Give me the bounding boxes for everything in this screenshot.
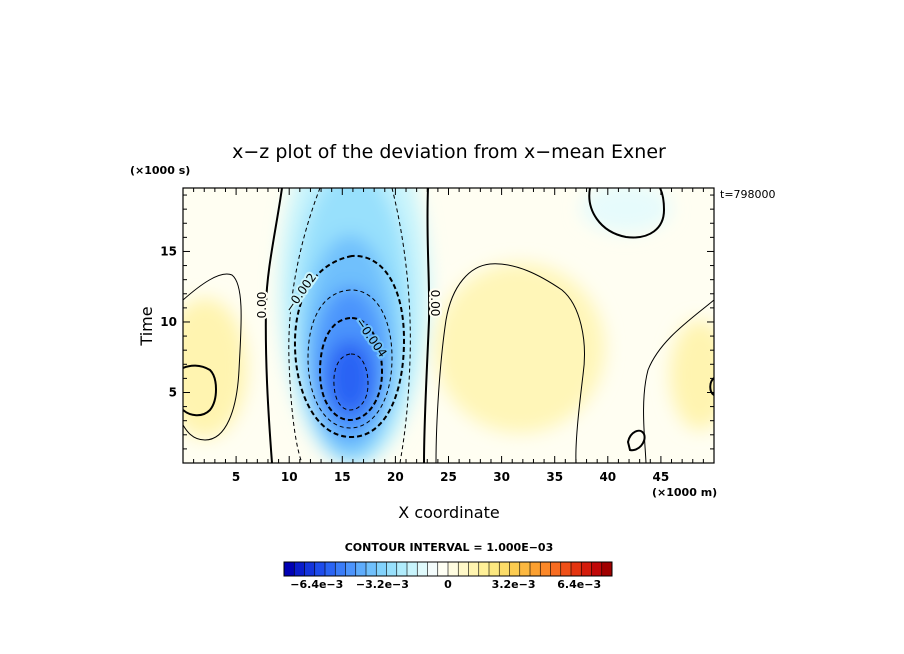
contour-label-zero-right: 0.00	[428, 290, 442, 317]
colorbar-swatch	[448, 562, 459, 576]
colorbar-tick-label: 6.4e−3	[557, 578, 601, 591]
plot-area: 0.00 −0.002 −0.004 0.00	[183, 188, 714, 463]
pos-region-far-right	[670, 320, 714, 430]
contour-neg5	[333, 353, 369, 411]
y-axis-label: Time	[137, 306, 156, 346]
contour-label-zero-left: 0.00	[255, 292, 269, 319]
colorbar-swatch	[591, 562, 603, 576]
x-unit-label: (×1000 m)	[652, 486, 717, 499]
colorbar-tick-label: −6.4e−3	[290, 578, 343, 591]
neg-region-top-right	[581, 188, 671, 233]
x-tick-label: 30	[493, 470, 510, 484]
x-tick-label: 40	[599, 470, 616, 484]
colorbar-swatch	[386, 562, 398, 576]
colorbar-labels: −6.4e−3 −3.2e−3 0 3.2e−3 6.4e−3	[290, 578, 601, 591]
neg-core	[326, 340, 374, 416]
y-unit-label: (×1000 s)	[130, 164, 190, 177]
colorbar-swatch	[571, 562, 582, 576]
colorbar-swatch	[294, 562, 305, 576]
colorbar-swatch	[550, 562, 562, 576]
y-tick-label: 5	[169, 385, 177, 399]
contour-zero-left	[264, 188, 283, 463]
pos-region-right	[435, 263, 605, 433]
contour-pos-right-outer	[435, 263, 585, 463]
colorbar-swatch	[489, 562, 500, 576]
contour-pos-small	[626, 429, 646, 452]
contour-neg-top-right	[588, 188, 666, 239]
x-tick-label: 25	[440, 470, 457, 484]
x-tick-label: 45	[653, 470, 670, 484]
colorbar-swatch	[407, 562, 418, 576]
contour-interval-label: CONTOUR INTERVAL = 1.000E−03	[345, 541, 554, 554]
y-tick-label: 15	[160, 244, 177, 258]
contour-pos-left-inner	[183, 364, 217, 417]
colorbar-swatch	[458, 562, 469, 576]
colorbar-swatch	[601, 562, 613, 576]
colorbar-frame	[283, 561, 613, 577]
x-tick-label: 20	[387, 470, 404, 484]
contour-zero-right	[423, 188, 431, 463]
x-tick-label: 5	[232, 470, 240, 484]
colorbar-swatch	[581, 562, 592, 576]
colorbar-swatch	[284, 562, 295, 576]
y-tick-label: 10	[160, 315, 177, 329]
contour-neg3	[307, 289, 393, 429]
axis-ticks: 5 10 15 20 25 30 35 40 45 5 10 15	[160, 188, 714, 484]
x-tick-label: 10	[281, 470, 298, 484]
colorbar-swatch	[499, 562, 510, 576]
colorbar	[284, 562, 613, 576]
colorbar-swatch	[304, 562, 316, 576]
x-tick-label: 15	[334, 470, 351, 484]
colorbar-swatch	[396, 562, 408, 576]
colorbar-swatch	[540, 562, 551, 576]
colorbar-swatch	[560, 562, 572, 576]
contour-far-right-edge	[709, 377, 714, 396]
time-stamp: t=798000	[720, 188, 776, 201]
colorbar-swatch	[417, 562, 428, 576]
x-axis-label: X coordinate	[398, 503, 499, 522]
contour-neg1-outer	[288, 188, 411, 463]
colorbar-swatch	[325, 562, 336, 576]
colorbar-swatch	[314, 562, 326, 576]
colorbar-swatch	[468, 562, 480, 576]
contour-neg2	[293, 254, 406, 439]
colorbar-swatch	[478, 562, 490, 576]
pos-region-left	[183, 298, 247, 438]
colorbar-swatch	[437, 562, 449, 576]
contour-pos-left-outer	[183, 273, 242, 441]
colorbar-swatch	[530, 562, 541, 576]
colorbar-swatch	[355, 562, 367, 576]
colorbar-swatch	[519, 562, 531, 576]
colorbar-swatch	[427, 562, 439, 576]
colorbar-swatch	[335, 562, 346, 576]
colorbar-tick-label: 0	[444, 578, 452, 591]
chart-title: x−z plot of the deviation from x−mean Ex…	[232, 141, 666, 163]
colorbar-swatch	[366, 562, 377, 576]
colorbar-swatch	[509, 562, 521, 576]
x-tick-label: 35	[546, 470, 563, 484]
colorbar-tick-label: 3.2e−3	[492, 578, 536, 591]
contour-neg4	[318, 316, 384, 422]
colorbar-swatch	[345, 562, 357, 576]
contour-lines	[183, 188, 714, 463]
colorbar-swatch	[376, 562, 387, 576]
colorbar-tick-label: −3.2e−3	[356, 578, 409, 591]
